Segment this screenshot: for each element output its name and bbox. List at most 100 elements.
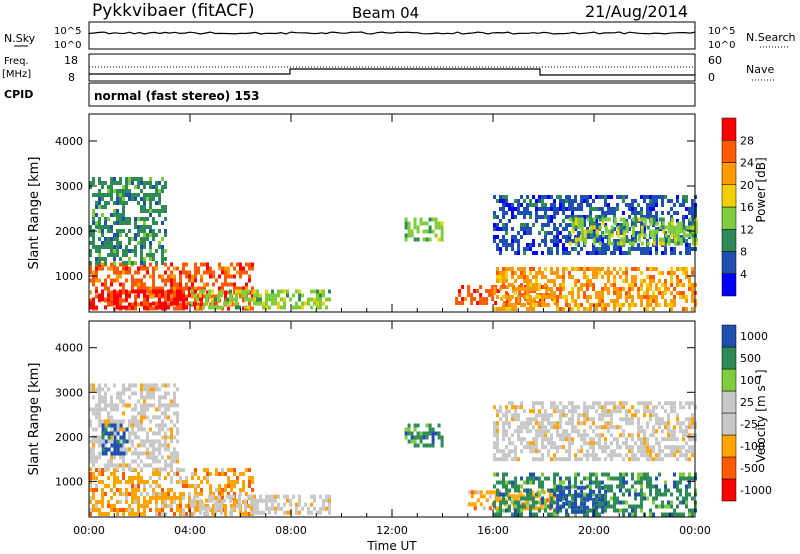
data-cell bbox=[556, 472, 559, 477]
data-cell bbox=[613, 227, 616, 231]
data-cell bbox=[274, 494, 277, 499]
data-cell bbox=[652, 405, 655, 410]
data-cell bbox=[236, 476, 239, 480]
data-cell bbox=[616, 484, 619, 489]
data-cell bbox=[530, 490, 534, 495]
data-cell bbox=[667, 421, 670, 426]
data-cell bbox=[601, 417, 604, 422]
data-cell bbox=[652, 229, 656, 234]
data-cell bbox=[529, 417, 532, 422]
data-cell bbox=[571, 275, 574, 279]
data-cell bbox=[613, 409, 616, 414]
data-cell bbox=[170, 496, 173, 500]
data-cell bbox=[550, 195, 553, 199]
data-cell bbox=[149, 508, 152, 512]
data-cell bbox=[559, 199, 562, 203]
cpid-mode-text: normal (fast stereo) 153 bbox=[94, 89, 260, 103]
data-cell bbox=[640, 484, 643, 489]
data-cell bbox=[233, 266, 236, 271]
data-cell bbox=[643, 445, 646, 450]
data-cell bbox=[691, 241, 695, 246]
data-cell bbox=[140, 459, 143, 464]
data-cell bbox=[526, 488, 529, 493]
data-cell bbox=[158, 484, 161, 488]
data-cell bbox=[631, 267, 634, 271]
data-cell bbox=[230, 504, 233, 508]
data-cell bbox=[511, 500, 514, 505]
data-cell bbox=[646, 496, 649, 501]
data-cell bbox=[541, 203, 544, 207]
data-cell bbox=[119, 443, 123, 448]
data-cell bbox=[211, 305, 214, 310]
data-cell bbox=[505, 211, 508, 215]
data-cell bbox=[535, 303, 538, 307]
data-cell bbox=[505, 199, 508, 203]
data-cell bbox=[125, 181, 128, 185]
data-cell bbox=[104, 241, 107, 245]
data-cell bbox=[604, 409, 607, 414]
data-cell bbox=[134, 419, 137, 424]
data-cell bbox=[688, 225, 692, 230]
data-cell bbox=[520, 508, 523, 513]
data-cell bbox=[598, 489, 602, 494]
data-cell bbox=[239, 274, 242, 279]
data-cell bbox=[137, 435, 140, 440]
data-cell bbox=[598, 207, 601, 211]
data-cell bbox=[631, 217, 635, 222]
data-cell bbox=[137, 286, 140, 291]
data-cell bbox=[562, 437, 565, 442]
data-cell bbox=[125, 508, 128, 512]
nsky-right-tick-top: 10^5 bbox=[708, 26, 735, 37]
data-cell bbox=[688, 433, 691, 438]
data-cell bbox=[128, 439, 131, 444]
data-region bbox=[89, 177, 167, 265]
data-cell bbox=[179, 293, 182, 298]
data-cell bbox=[688, 476, 691, 481]
data-cell bbox=[535, 295, 538, 299]
data-cell bbox=[434, 225, 438, 230]
data-cell bbox=[149, 225, 152, 229]
data-cell bbox=[95, 286, 98, 291]
data-cell bbox=[158, 415, 161, 420]
data-cell bbox=[212, 274, 215, 279]
data-cell bbox=[646, 239, 649, 243]
data-cell bbox=[215, 278, 218, 283]
data-cell bbox=[595, 425, 598, 430]
data-cell bbox=[517, 413, 520, 418]
data-cell bbox=[520, 303, 523, 307]
data-cell bbox=[328, 297, 331, 302]
data-cell bbox=[691, 496, 694, 501]
data-cell bbox=[119, 197, 122, 201]
data-cell bbox=[191, 274, 194, 279]
data-cell bbox=[670, 233, 674, 238]
data-cell bbox=[137, 185, 140, 189]
data-cell bbox=[511, 211, 514, 215]
data-cell bbox=[128, 387, 131, 392]
data-cell bbox=[619, 195, 622, 199]
data-cell bbox=[202, 289, 205, 294]
data-cell bbox=[547, 303, 550, 307]
data-cell bbox=[607, 484, 610, 489]
data-cell bbox=[538, 457, 541, 462]
data-cell bbox=[661, 405, 664, 410]
data-cell bbox=[416, 225, 420, 230]
data-cell bbox=[694, 241, 698, 246]
data-cell bbox=[322, 289, 325, 294]
data-cell bbox=[113, 209, 116, 213]
data-cell bbox=[544, 283, 547, 287]
data-cell bbox=[679, 267, 682, 271]
colorbar-swatch bbox=[721, 229, 737, 252]
data-cell bbox=[292, 305, 295, 310]
data-cell bbox=[322, 502, 325, 507]
data-cell bbox=[176, 411, 179, 416]
data-cell bbox=[137, 496, 140, 500]
data-cell bbox=[676, 457, 679, 462]
data-cell bbox=[541, 488, 544, 493]
data-cell bbox=[125, 177, 128, 181]
data-cell bbox=[119, 305, 122, 310]
data-cell bbox=[110, 415, 113, 420]
data-cell bbox=[538, 283, 541, 287]
data-cell bbox=[185, 484, 188, 488]
data-cell bbox=[440, 443, 444, 448]
